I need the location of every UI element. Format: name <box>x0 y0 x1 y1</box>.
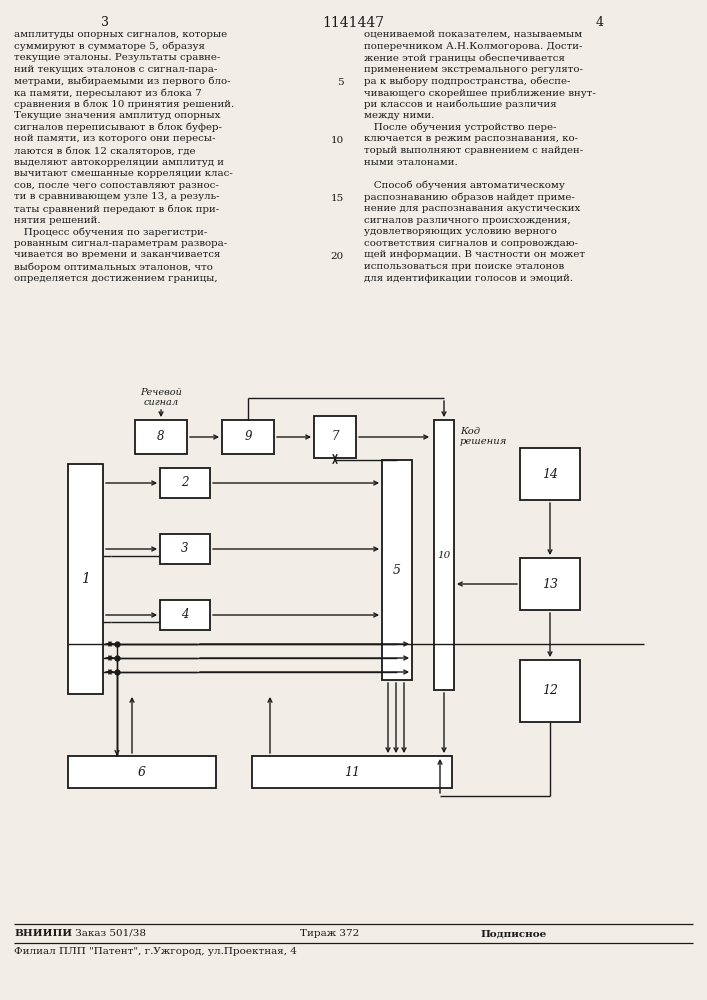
Bar <box>434 420 454 690</box>
Text: ВНИИПИ: ВНИИПИ <box>14 929 72 938</box>
Text: сигналов переписывают в блок буфер-: сигналов переписывают в блок буфер- <box>14 123 222 132</box>
Text: Филиал ПЛП "Патент", г.Ужгород, ул.Проектная, 4: Филиал ПЛП "Патент", г.Ужгород, ул.Проек… <box>14 947 297 956</box>
Text: После обучения устройство пере-: После обучения устройство пере- <box>364 123 556 132</box>
Text: 1141447: 1141447 <box>322 16 384 30</box>
Text: чивающего скорейшее приближение внут-: чивающего скорейшее приближение внут- <box>364 88 596 98</box>
Text: Тираж 372: Тираж 372 <box>300 929 359 938</box>
Text: удовлетворяющих условию верного: удовлетворяющих условию верного <box>364 227 557 236</box>
Bar <box>520 558 580 610</box>
Text: ри классов и наибольшие различия: ри классов и наибольшие различия <box>364 100 556 109</box>
Bar <box>160 468 210 498</box>
Text: 5: 5 <box>393 564 401 576</box>
Text: выбором оптимальных эталонов, что: выбором оптимальных эталонов, что <box>14 262 213 271</box>
Text: Способ обучения автоматическому: Способ обучения автоматическому <box>364 181 565 190</box>
Bar <box>160 600 210 630</box>
Text: 10: 10 <box>438 550 450 560</box>
Text: 15: 15 <box>331 194 344 203</box>
Text: 10: 10 <box>331 136 344 145</box>
Text: определяется достижением границы,: определяется достижением границы, <box>14 274 218 283</box>
Text: сравнения в блок 10 принятия решений.: сравнения в блок 10 принятия решений. <box>14 100 234 109</box>
Text: поперечником А.Н.Колмогорова. Дости-: поперечником А.Н.Колмогорова. Дости- <box>364 42 583 51</box>
Bar <box>314 416 356 458</box>
Text: 1: 1 <box>81 572 90 586</box>
Text: лаются в блок 12 скаляторов, где: лаются в блок 12 скаляторов, где <box>14 146 196 155</box>
Text: 3: 3 <box>181 542 189 556</box>
Text: 7: 7 <box>332 430 339 444</box>
Bar <box>68 756 216 788</box>
Text: таты сравнений передают в блок при-: таты сравнений передают в блок при- <box>14 204 219 214</box>
Text: 12: 12 <box>542 684 558 698</box>
Bar <box>222 420 274 454</box>
Text: метрами, выбираемыми из первого бло-: метрами, выбираемыми из первого бло- <box>14 76 230 86</box>
Text: для идентификации голосов и эмоций.: для идентификации голосов и эмоций. <box>364 274 573 283</box>
Text: Подписное: Подписное <box>480 929 547 938</box>
Bar <box>160 534 210 564</box>
Text: 3: 3 <box>101 16 109 29</box>
Text: торый выполняют сравнением с найден-: торый выполняют сравнением с найден- <box>364 146 583 155</box>
Text: ключается в режим распознавания, ко-: ключается в режим распознавания, ко- <box>364 134 578 143</box>
Bar <box>520 448 580 500</box>
Text: сигналов различного происхождения,: сигналов различного происхождения, <box>364 216 571 225</box>
Text: 11: 11 <box>344 766 360 778</box>
Bar <box>382 460 412 680</box>
Text: нятия решений.: нятия решений. <box>14 216 100 225</box>
Text: 8: 8 <box>157 430 165 444</box>
Text: 4: 4 <box>181 608 189 621</box>
Text: 4: 4 <box>596 16 604 29</box>
Text: распознаванию образов найдет приме-: распознаванию образов найдет приме- <box>364 192 575 202</box>
Text: ка памяти, пересылают из блока 7: ка памяти, пересылают из блока 7 <box>14 88 201 98</box>
Text: текущие эталоны. Результаты сравне-: текущие эталоны. Результаты сравне- <box>14 53 221 62</box>
Text: 9: 9 <box>244 430 252 444</box>
Text: ными эталонами.: ными эталонами. <box>364 158 457 167</box>
Text: 13: 13 <box>542 578 558 590</box>
Text: Заказ 501/38: Заказ 501/38 <box>72 929 146 938</box>
Text: применением экстремального регулято-: применением экстремального регулято- <box>364 65 583 74</box>
Text: использоваться при поиске эталонов: использоваться при поиске эталонов <box>364 262 564 271</box>
Text: 2: 2 <box>181 477 189 489</box>
Text: ти в сравнивающем узле 13, а резуль-: ти в сравнивающем узле 13, а резуль- <box>14 192 220 201</box>
Text: Код
решения: Код решения <box>460 427 508 446</box>
Text: 20: 20 <box>331 252 344 261</box>
Text: 14: 14 <box>542 468 558 481</box>
Bar <box>68 464 103 694</box>
Text: щей информации. В частности он может: щей информации. В частности он может <box>364 250 585 259</box>
Text: вычитают смешанные корреляции клас-: вычитают смешанные корреляции клас- <box>14 169 233 178</box>
Text: 5: 5 <box>337 78 344 87</box>
Text: ний текущих эталонов с сигнал-пара-: ний текущих эталонов с сигнал-пара- <box>14 65 217 74</box>
Text: рованным сигнал-параметрам развора-: рованным сигнал-параметрам развора- <box>14 239 227 248</box>
Text: чивается во времени и заканчивается: чивается во времени и заканчивается <box>14 250 221 259</box>
Text: сов, после чего сопоставляют разнос-: сов, после чего сопоставляют разнос- <box>14 181 219 190</box>
Text: оцениваемой показателем, называемым: оцениваемой показателем, называемым <box>364 30 583 39</box>
Text: соответствия сигналов и сопровождаю-: соответствия сигналов и сопровождаю- <box>364 239 578 248</box>
Text: жение этой границы обеспечивается: жение этой границы обеспечивается <box>364 53 565 63</box>
Text: между ними.: между ними. <box>364 111 434 120</box>
Bar <box>520 660 580 722</box>
Text: нение для распознавания акустических: нение для распознавания акустических <box>364 204 580 213</box>
Text: Текущие значения амплитуд опорных: Текущие значения амплитуд опорных <box>14 111 221 120</box>
Text: суммируют в сумматоре 5, образуя: суммируют в сумматоре 5, образуя <box>14 42 205 51</box>
Text: ра к выбору подпространства, обеспе-: ра к выбору подпространства, обеспе- <box>364 76 571 86</box>
Text: выделяют автокорреляции амплитуд и: выделяют автокорреляции амплитуд и <box>14 158 224 167</box>
Bar <box>252 756 452 788</box>
Text: ной памяти, из которого они пересы-: ной памяти, из которого они пересы- <box>14 134 216 143</box>
Text: Речевой
сигнал: Речевой сигнал <box>140 388 182 407</box>
Text: 6: 6 <box>138 766 146 778</box>
Text: Процесс обучения по зарегистри-: Процесс обучения по зарегистри- <box>14 227 207 237</box>
Bar <box>135 420 187 454</box>
Text: амплитуды опорных сигналов, которые: амплитуды опорных сигналов, которые <box>14 30 227 39</box>
